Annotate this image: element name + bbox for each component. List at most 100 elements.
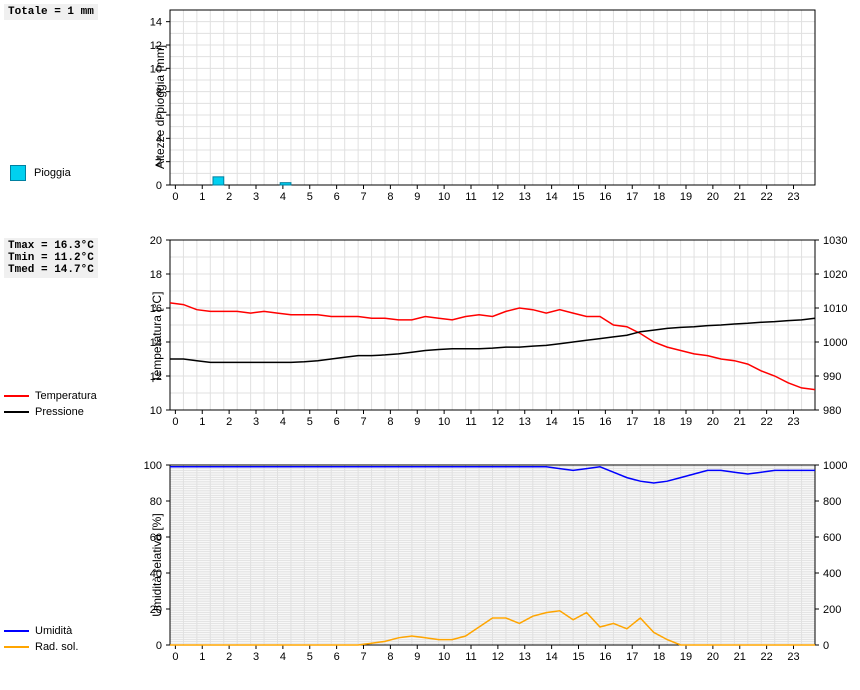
svg-text:3: 3 <box>253 651 259 663</box>
legend-label: Umidità <box>35 625 72 637</box>
svg-text:14: 14 <box>150 17 162 29</box>
svg-text:9: 9 <box>414 651 420 663</box>
svg-text:1000: 1000 <box>823 460 847 472</box>
charts-svg: 0123456789101112131415161718192021222302… <box>0 0 860 690</box>
svg-text:2: 2 <box>226 191 232 203</box>
svg-text:5: 5 <box>307 651 313 663</box>
svg-text:16: 16 <box>599 416 611 428</box>
svg-text:21: 21 <box>734 651 746 663</box>
svg-text:14: 14 <box>546 416 558 428</box>
svg-text:15: 15 <box>572 416 584 428</box>
svg-text:600: 600 <box>823 532 841 544</box>
legend-line-icon <box>4 630 29 632</box>
panel3-legend-1: Rad. sol. <box>4 641 78 653</box>
svg-text:12: 12 <box>492 416 504 428</box>
svg-text:16: 16 <box>599 651 611 663</box>
svg-text:2: 2 <box>226 416 232 428</box>
svg-text:2: 2 <box>226 651 232 663</box>
svg-text:17: 17 <box>626 416 638 428</box>
legend-line-icon <box>4 646 29 648</box>
svg-text:22: 22 <box>761 416 773 428</box>
svg-text:12: 12 <box>492 651 504 663</box>
legend-label: Pressione <box>35 406 84 418</box>
svg-text:0: 0 <box>172 651 178 663</box>
svg-text:18: 18 <box>653 651 665 663</box>
panel2-info: Tmax = 16.3°CTmin = 11.2°CTmed = 14.7°C <box>4 238 98 278</box>
panel3-legend-0: Umidità <box>4 625 72 637</box>
svg-text:11: 11 <box>465 651 476 663</box>
svg-text:14: 14 <box>546 651 558 663</box>
legend-line-icon <box>4 411 29 413</box>
svg-text:0: 0 <box>172 416 178 428</box>
panel3-ylabel-left: Umidità relativa [%] <box>150 490 164 640</box>
svg-text:990: 990 <box>823 371 841 383</box>
svg-text:9: 9 <box>414 191 420 203</box>
svg-text:19: 19 <box>680 651 692 663</box>
svg-text:13: 13 <box>519 191 531 203</box>
svg-text:22: 22 <box>761 191 773 203</box>
svg-text:19: 19 <box>680 416 692 428</box>
svg-text:6: 6 <box>334 416 340 428</box>
svg-text:13: 13 <box>519 651 531 663</box>
svg-text:8: 8 <box>387 191 393 203</box>
svg-text:15: 15 <box>572 191 584 203</box>
panel1-info: Totale = 1 mm <box>4 4 98 20</box>
svg-text:1: 1 <box>199 416 205 428</box>
svg-text:16: 16 <box>599 191 611 203</box>
svg-text:4: 4 <box>280 191 286 203</box>
svg-text:15: 15 <box>572 651 584 663</box>
svg-text:9: 9 <box>414 416 420 428</box>
svg-text:1: 1 <box>199 191 205 203</box>
svg-text:1000: 1000 <box>823 337 847 349</box>
svg-text:4: 4 <box>280 416 286 428</box>
svg-text:5: 5 <box>307 416 313 428</box>
svg-text:200: 200 <box>823 604 841 616</box>
svg-text:1: 1 <box>199 651 205 663</box>
panel2-ylabel-left: Temperatura [°C] <box>150 262 164 412</box>
svg-text:5: 5 <box>307 191 313 203</box>
pioggia-legend-box <box>10 165 26 181</box>
svg-text:13: 13 <box>519 416 531 428</box>
svg-text:20: 20 <box>707 651 719 663</box>
legend-label: Temperatura <box>35 390 97 402</box>
svg-text:23: 23 <box>787 191 799 203</box>
panel1-legend: Pioggia <box>10 165 71 181</box>
svg-text:17: 17 <box>626 191 638 203</box>
svg-text:800: 800 <box>823 496 841 508</box>
svg-text:7: 7 <box>360 416 366 428</box>
svg-text:400: 400 <box>823 568 841 580</box>
svg-text:100: 100 <box>144 460 162 472</box>
svg-text:22: 22 <box>761 651 773 663</box>
panel1-ylabel: Altezze di pioggia [mm] <box>153 32 167 182</box>
svg-text:20: 20 <box>150 235 162 247</box>
svg-text:7: 7 <box>360 191 366 203</box>
svg-text:0: 0 <box>172 191 178 203</box>
svg-text:6: 6 <box>334 651 340 663</box>
svg-text:20: 20 <box>707 191 719 203</box>
svg-text:980: 980 <box>823 405 841 417</box>
svg-text:0: 0 <box>823 640 829 652</box>
svg-text:12: 12 <box>492 191 504 203</box>
svg-text:7: 7 <box>360 651 366 663</box>
svg-text:10: 10 <box>438 651 450 663</box>
pioggia-legend-label: Pioggia <box>34 167 71 179</box>
svg-text:11: 11 <box>465 191 476 203</box>
svg-text:4: 4 <box>280 651 286 663</box>
svg-text:17: 17 <box>626 651 638 663</box>
svg-text:0: 0 <box>156 640 162 652</box>
svg-text:8: 8 <box>387 416 393 428</box>
svg-text:11: 11 <box>465 416 476 428</box>
svg-text:18: 18 <box>653 416 665 428</box>
svg-text:21: 21 <box>734 191 746 203</box>
panel2-legend-1: Pressione <box>4 406 84 418</box>
svg-text:14: 14 <box>546 191 558 203</box>
svg-text:18: 18 <box>653 191 665 203</box>
svg-text:1010: 1010 <box>823 303 847 315</box>
svg-text:3: 3 <box>253 191 259 203</box>
svg-text:20: 20 <box>707 416 719 428</box>
legend-line-icon <box>4 395 29 397</box>
svg-text:21: 21 <box>734 416 746 428</box>
svg-text:1030: 1030 <box>823 235 847 247</box>
legend-label: Rad. sol. <box>35 641 78 653</box>
svg-text:8: 8 <box>387 651 393 663</box>
